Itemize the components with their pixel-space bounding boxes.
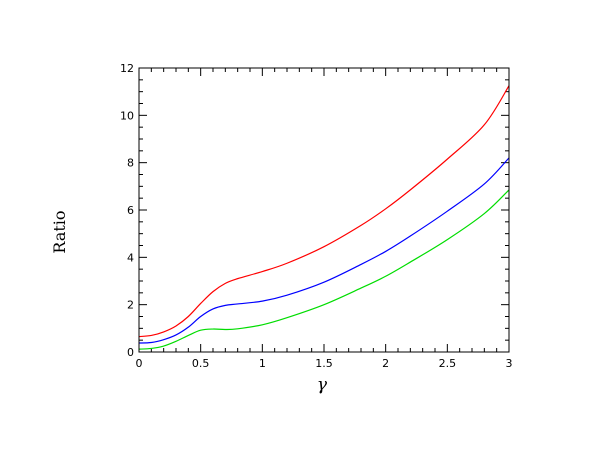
x-tick-label: 0.5 bbox=[192, 357, 210, 370]
y-tick-label: 8 bbox=[127, 157, 134, 170]
plot-frame bbox=[138, 67, 510, 353]
y-tick-label: 4 bbox=[127, 251, 134, 264]
x-tick-label: 0 bbox=[136, 357, 143, 370]
x-tick-label: 1.5 bbox=[315, 357, 333, 370]
y-tick-label: 0 bbox=[127, 346, 134, 359]
y-tick-label: 2 bbox=[127, 299, 134, 312]
y-tick-labels: 0 2 4 6 8 10 12 bbox=[120, 62, 134, 359]
y-tick-label: 10 bbox=[120, 109, 134, 122]
x-tick-label: 1 bbox=[259, 357, 266, 370]
x-tick-label: 2 bbox=[382, 357, 389, 370]
y-tick-label: 12 bbox=[120, 62, 134, 75]
y-tick-label: 6 bbox=[127, 204, 134, 217]
x-tick-label: 3 bbox=[506, 357, 513, 370]
x-tick-labels: 0 0.5 1 1.5 2 2.5 3 bbox=[136, 357, 513, 370]
series-line-2 bbox=[138, 157, 510, 344]
series-line-1 bbox=[138, 85, 510, 338]
series-line-3 bbox=[138, 189, 510, 350]
x-axis-label: γ bbox=[317, 375, 328, 395]
series-lines bbox=[138, 85, 510, 350]
x-tick-label: 2.5 bbox=[439, 357, 457, 370]
y-axis-label: Ratio bbox=[50, 210, 69, 253]
